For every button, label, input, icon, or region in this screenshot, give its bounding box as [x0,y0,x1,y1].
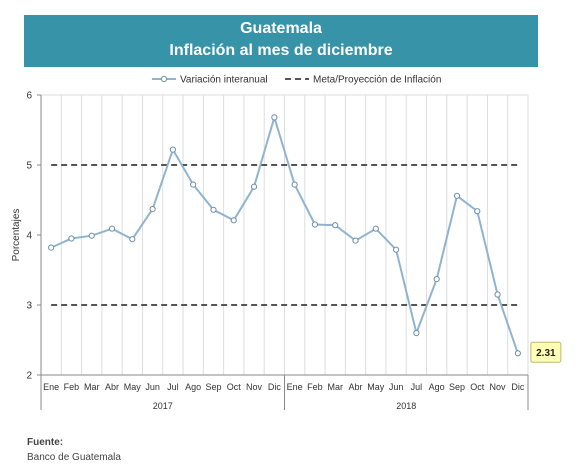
data-point [210,206,217,213]
data-point [129,236,136,243]
x-tick-label: Jun [389,382,404,392]
data-point [108,225,116,232]
x-tick-label: Feb [307,382,323,392]
x-tick-label: Nov [246,382,263,392]
data-point [393,246,400,253]
legend-label-series: Variación interanual [180,75,268,86]
data-point [433,276,440,283]
y-tick-label: 4 [26,231,32,242]
data-point [190,181,197,188]
series-line [50,113,519,354]
data-point [250,183,258,190]
source-label: Fuente: [27,437,64,448]
year-group-label: 2017 [153,401,173,411]
x-tick-label: May [124,382,142,392]
y-axis-title: Porcentajes [11,209,22,262]
annotation-box [530,341,562,363]
x-tick-label: Ene [43,382,59,392]
x-tick-label: Sep [449,382,465,392]
x-tick-label: Mar [327,382,343,392]
x-tick-label: Ene [287,382,303,392]
year-group-label: 2018 [396,401,416,411]
header-subtitle: Inflación al mes de diciembre [169,42,393,59]
legend-marker-series [160,75,168,83]
x-tick-label: Abr [349,382,363,392]
annotation-label: 2.31 [536,348,556,359]
source-text: Banco de Guatemala [27,452,121,463]
data-point [230,217,237,224]
data-point [514,350,521,357]
data-point [88,232,95,239]
legend-label-target: Meta/Proyección de Inflación [313,75,441,86]
data-point [68,235,75,242]
data-point [311,221,319,228]
data-point [48,244,55,251]
x-tick-label: Abr [105,382,119,392]
x-tick-label: Oct [227,382,242,392]
x-tick-label: Ago [429,382,445,392]
data-point [352,237,359,244]
x-tick-label: Jul [167,382,179,392]
data-point [413,329,420,337]
x-tick-label: Jul [411,382,423,392]
data-point [474,208,481,215]
x-tick-label: May [367,382,385,392]
data-point [494,291,501,298]
source-note: Fuente: Banco de Guatemala [27,435,121,465]
data-point [291,181,298,188]
x-tick-label: Dic [268,382,281,392]
data-point [453,192,461,199]
x-tick-label: Dic [511,382,524,392]
chart-header: Guatemala Inflación al mes de diciembre [24,15,538,67]
data-point [271,114,278,121]
y-tick-label: 2 [26,371,32,382]
x-tick-label: Feb [64,382,80,392]
y-tick-label: 3 [26,301,32,312]
y-tick-label: 5 [26,161,32,172]
x-tick-label: Jun [145,382,160,392]
x-tick-label: Mar [84,382,100,392]
x-tick-label: Oct [470,382,485,392]
x-tick-label: Ago [185,382,201,392]
header-title: Guatemala [240,20,322,37]
x-tick-label: Nov [490,382,507,392]
x-tick-label: Sep [205,382,221,392]
y-tick-label: 6 [26,91,32,102]
data-point [372,225,379,232]
data-point [332,222,339,229]
data-point [149,206,156,213]
data-point [169,146,176,153]
